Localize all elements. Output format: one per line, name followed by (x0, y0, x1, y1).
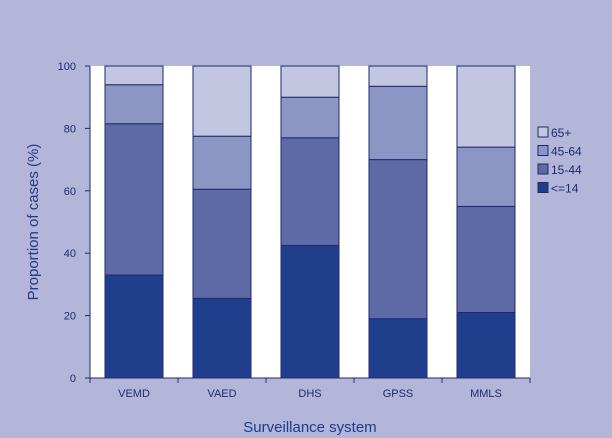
bar-segment-mmls-2 (456, 146, 516, 207)
bar-segment-gpss-2 (368, 85, 428, 161)
y-ticks-group: 0 20 40 60 80 100 (58, 61, 90, 385)
x-tick-label: DHS (298, 388, 321, 400)
legend-swatch (537, 163, 549, 175)
y-tick-label: 80 (64, 123, 76, 135)
y-axis-title: Proportion of cases (%) (25, 144, 42, 301)
bar-segment-mmls-3 (456, 65, 516, 148)
x-tick-label: VAED (207, 388, 236, 400)
bar-segment-vemd-3 (104, 65, 164, 86)
legend-swatch (537, 145, 549, 156)
bar-segment-vaed-0 (192, 297, 252, 379)
legend-label: <=14 (551, 182, 579, 196)
bars-group (104, 65, 516, 379)
legend-label: 65+ (551, 126, 571, 140)
legend-swatch (537, 126, 549, 138)
bar-segment-dhs-2 (280, 96, 340, 139)
legend-label: 15-44 (551, 163, 582, 177)
bar-segment-mmls-0 (456, 311, 516, 379)
bar-segment-gpss-0 (368, 318, 428, 379)
bar-segment-dhs-1 (280, 137, 340, 246)
bar-segment-dhs-3 (280, 65, 340, 98)
bar-segment-vemd-0 (104, 274, 164, 379)
bar-segment-gpss-1 (368, 159, 428, 320)
x-tick-label: MMLS (470, 388, 502, 400)
bar-segment-vaed-2 (192, 135, 252, 190)
x-tick-label: VEMD (118, 388, 150, 400)
x-axis-title: Surveillance system (243, 419, 376, 436)
bar-segment-dhs-0 (280, 244, 340, 379)
x-ticks-group: VEMD VAED DHS GPSS MMLS (89, 378, 531, 400)
bar-segment-vemd-2 (104, 84, 164, 125)
bar-segment-mmls-1 (456, 205, 516, 313)
bar-segment-vaed-1 (192, 188, 252, 299)
legend: 65+ 45-64 15-44 <=14 (537, 126, 582, 196)
bar-segment-gpss-3 (368, 65, 428, 87)
legend-swatch (537, 182, 549, 193)
x-tick-label: GPSS (383, 388, 414, 400)
y-tick-label: 0 (70, 373, 76, 385)
bar-segment-vaed-3 (192, 65, 252, 137)
y-tick-label: 20 (64, 311, 76, 323)
y-tick-label: 100 (58, 61, 76, 73)
y-tick-label: 40 (64, 248, 76, 260)
y-tick-label: 60 (64, 186, 76, 198)
legend-label: 45-64 (551, 145, 582, 159)
bar-segment-vemd-1 (104, 123, 164, 276)
